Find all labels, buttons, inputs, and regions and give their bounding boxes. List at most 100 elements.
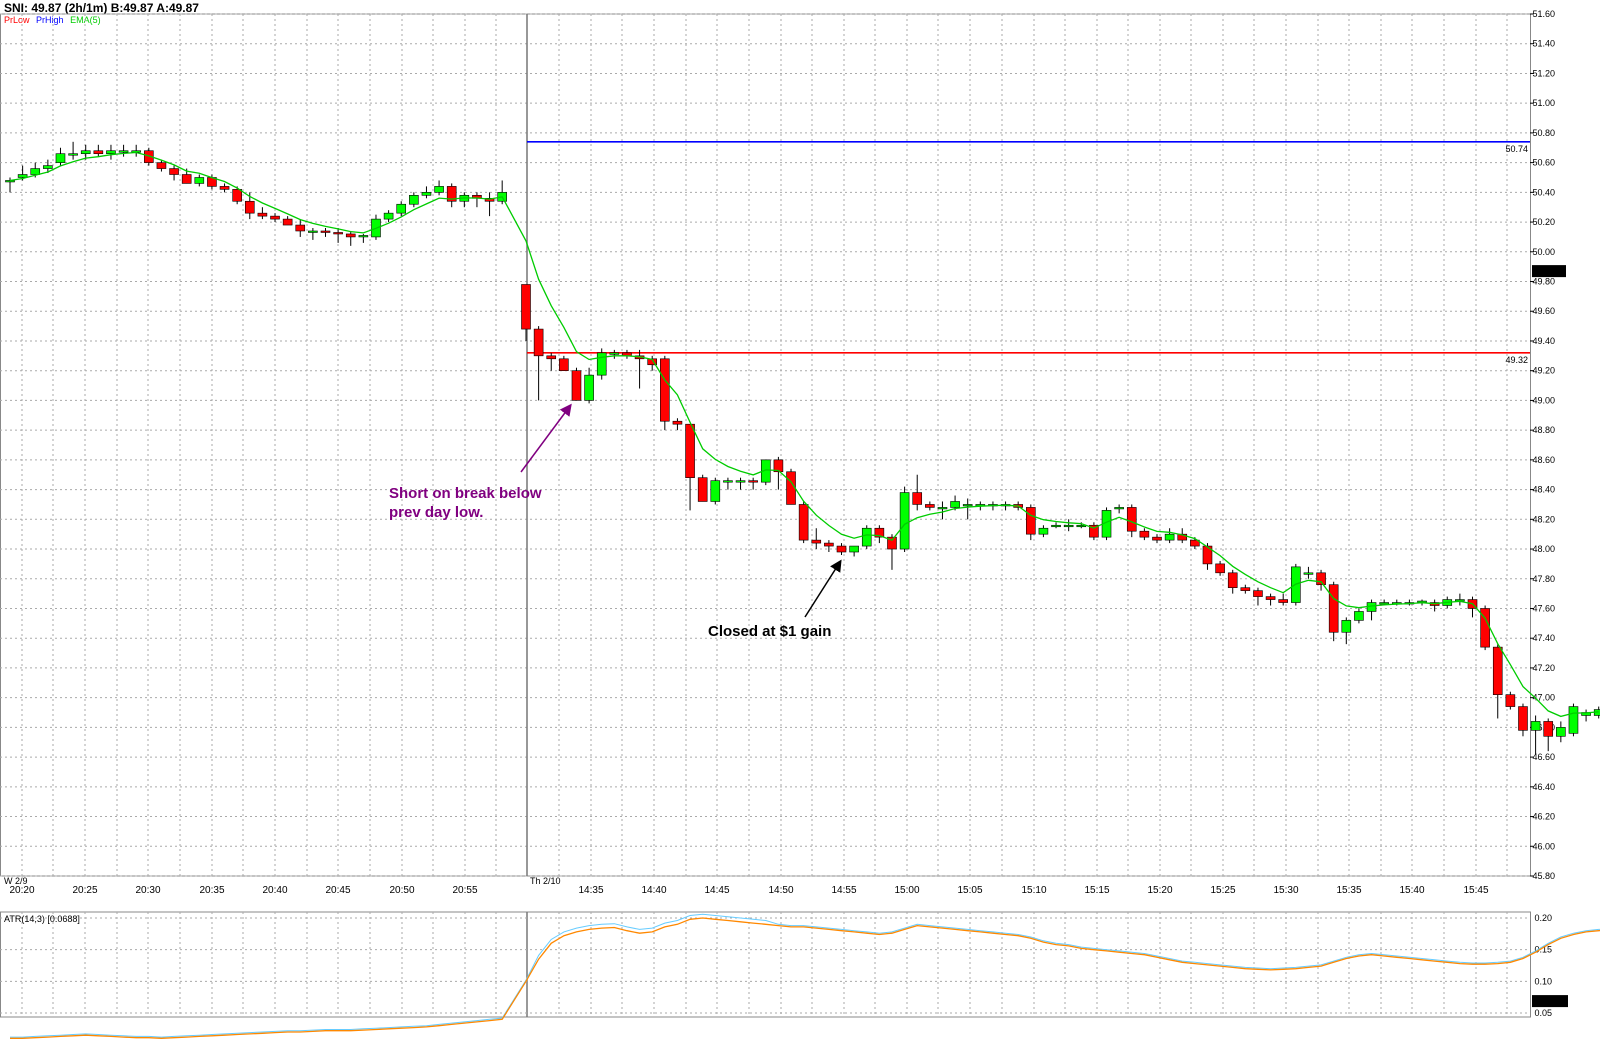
candle-body (169, 168, 179, 175)
candle-body (647, 358, 658, 366)
ytick-label: 50.60 (1532, 158, 1555, 168)
candle-body (962, 504, 973, 507)
xtick-label: 20:40 (262, 885, 287, 896)
ytick-label: 48.40 (1532, 485, 1555, 495)
candle-body (584, 374, 594, 401)
exit-annotation: Closed at $1 gain (708, 623, 831, 640)
xtick-label: 20:50 (389, 885, 414, 896)
xtick-label: 20:25 (72, 885, 97, 896)
entry-annotation-line: prev day low. (389, 504, 483, 521)
day-label-left: W 2/9 (4, 876, 28, 886)
xtick-label: 15:10 (1021, 885, 1046, 896)
candle-body (1126, 507, 1137, 532)
candle-body (118, 150, 129, 153)
candle-body (861, 527, 872, 547)
candle-body (409, 195, 419, 205)
candle-body (333, 232, 343, 235)
candle-body (1227, 572, 1238, 588)
candle-body (421, 192, 432, 196)
atr-ytick-label: 0.05 (1534, 1008, 1552, 1018)
candle-body (1164, 533, 1175, 541)
candle-body (93, 150, 104, 155)
ytick-label: 48.00 (1532, 544, 1555, 554)
candle-body (533, 328, 544, 357)
ytick-label: 46.60 (1532, 752, 1555, 762)
time-axis: 20:20 20:25 20:30 20:35 20:40 20:45 20:50 20:55… (4, 876, 1489, 896)
ytick-label: 51.00 (1532, 98, 1555, 108)
candle-body (181, 174, 192, 184)
candle-body (1518, 706, 1528, 731)
xtick-label: 15:45 (1463, 885, 1488, 896)
candle-body (899, 492, 910, 550)
candle-body (434, 186, 444, 193)
current-price-label: 49.87 (1540, 266, 1563, 276)
candle-body (1190, 539, 1200, 547)
candle-body (156, 162, 167, 169)
xtick-label: 15:15 (1084, 885, 1109, 896)
candle-body (735, 480, 746, 483)
candle-body (295, 224, 306, 232)
candle-body (1139, 530, 1150, 538)
ytick-label: 47.40 (1532, 633, 1555, 643)
candle-body (446, 186, 457, 202)
candle-body (925, 504, 935, 508)
candle-body (1076, 524, 1087, 528)
xtick-label: 14:35 (578, 885, 603, 896)
candle-body (1063, 524, 1074, 528)
day-label-right: Th 2/10 (530, 876, 561, 886)
symbol-header: SNI: 49.87 (2h/1m) B:49.87 A:49.87 (4, 1, 199, 15)
candle-body (748, 480, 758, 483)
atr-ytick-label: 0.20 (1534, 913, 1552, 923)
ytick-label: 48.20 (1532, 514, 1555, 524)
current-price-tag (1532, 265, 1566, 278)
xtick-label: 20:20 (9, 885, 34, 896)
xtick-label: 20:30 (135, 885, 160, 896)
xtick-label: 15:30 (1273, 885, 1298, 896)
ytick-label: 51.60 (1532, 9, 1555, 19)
ytick-label: 45.80 (1532, 871, 1555, 881)
ytick-label: 49.40 (1532, 336, 1555, 346)
candle-body (773, 459, 784, 473)
candle-body (244, 200, 255, 214)
level-label: 49.32 (1505, 355, 1528, 365)
candle-body (144, 150, 154, 163)
xtick-label: 15:00 (894, 885, 919, 896)
ytick-label: 51.40 (1532, 39, 1555, 49)
candle-body (1051, 524, 1061, 528)
candle-body (232, 189, 242, 202)
candle-body (1341, 620, 1352, 633)
atr-line (10, 917, 1600, 1039)
legend-prhigh: PrHigh (36, 15, 64, 25)
exit-arrow (804, 559, 842, 618)
xtick-label: 14:45 (704, 885, 729, 896)
candle-body (874, 527, 885, 538)
candle-body (1543, 721, 1554, 737)
main-frame (0, 13, 1531, 877)
candle-body (1556, 727, 1566, 737)
candle-body (1114, 507, 1124, 510)
xtick-label: 15:25 (1210, 885, 1235, 896)
candle-body (282, 218, 293, 226)
legend-prlow: PrLow (4, 15, 30, 25)
ytick-label: 47.00 (1532, 693, 1555, 703)
candle-body (609, 352, 620, 355)
candle-body (1568, 706, 1579, 734)
candle-body (1202, 545, 1213, 565)
candle-body (1328, 584, 1339, 633)
candle-body (1505, 694, 1516, 707)
candle-body (1492, 646, 1503, 695)
candle-body (710, 480, 721, 502)
candle-body (1303, 572, 1314, 575)
atr-current-label: 0.0688 (1538, 996, 1566, 1006)
candle-body (5, 180, 15, 183)
atr-panel: 0.20 0.15 0.10 0.05 0.0688 ATR(14,3) [0.0688] (0, 913, 1600, 1039)
candle-body (1379, 602, 1389, 605)
atr-fast-line (10, 913, 1600, 1038)
ytick-label: 50.80 (1532, 128, 1555, 138)
candle-body (43, 165, 53, 169)
candle-body (106, 150, 116, 155)
candle-body (358, 235, 369, 238)
candle-body (257, 212, 268, 217)
candle-body (546, 355, 557, 360)
